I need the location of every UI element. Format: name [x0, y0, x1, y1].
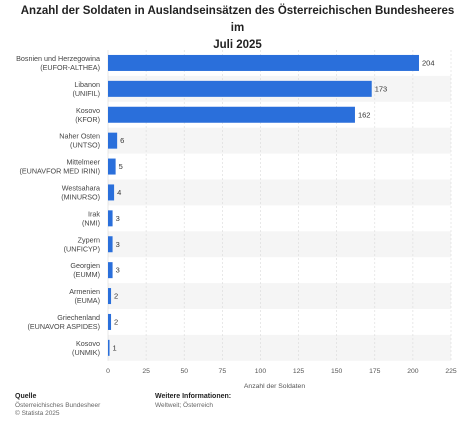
x-tick-label: 25 [142, 368, 150, 375]
source-block: Quelle Österreichisches Bundesheer © Sta… [15, 393, 100, 419]
category-label: Griechenland [57, 313, 100, 322]
x-tick-label: 50 [180, 368, 188, 375]
category-label: (EUNAVFOR MED IRINI) [19, 167, 100, 176]
x-tick-label: 200 [407, 368, 419, 375]
data-label: 173 [375, 84, 388, 93]
info-line-1: Weltweit; Österreich [155, 401, 214, 409]
category-label: (EUFOR-ALTHEA) [40, 63, 100, 72]
chart-title-line-2: Juli 2025 [213, 39, 262, 51]
category-label: Bosnien und Herzegowina [16, 54, 100, 63]
data-label: 3 [116, 214, 120, 223]
row-stripe [108, 334, 451, 361]
category-label: (KFOR) [75, 115, 100, 124]
source-line-1: Österreichisches Bundesheer [15, 401, 101, 409]
x-tick-label: 0 [106, 368, 110, 375]
x-tick-label: 150 [331, 368, 343, 375]
x-tick-label: 125 [293, 368, 305, 375]
category-label: (EUNAVOR ASPIDES) [27, 322, 100, 331]
category-label: (UNFICYP) [64, 244, 100, 253]
x-tick-label: 75 [219, 368, 227, 375]
category-label: Zypern [78, 235, 100, 244]
bar [108, 54, 419, 71]
bar [108, 288, 112, 305]
category-label: Libanon [74, 80, 100, 89]
row-stripe [108, 127, 451, 154]
x-tick-label: 100 [255, 368, 267, 375]
bar [108, 236, 113, 253]
data-label: 6 [120, 136, 124, 145]
x-axis-label: Anzahl der Soldaten [244, 383, 305, 390]
data-label: 3 [116, 240, 120, 249]
row-stripe [108, 179, 451, 206]
data-label: 2 [114, 317, 118, 326]
info-label: Weitere Informationen: [155, 393, 232, 400]
data-label: 3 [116, 266, 120, 275]
bar [108, 262, 113, 279]
bar [108, 158, 116, 175]
category-label: Kosovo [76, 106, 100, 115]
category-label: (UNTSO) [70, 141, 100, 150]
x-tick-label: 225 [445, 368, 457, 375]
data-label: 1 [113, 343, 117, 352]
category-label: Kosovo [76, 339, 100, 348]
category-label: Irak [88, 209, 100, 218]
bar [108, 184, 115, 201]
bar [108, 80, 372, 97]
category-label: (MINURSO) [61, 192, 100, 201]
data-label: 162 [358, 110, 371, 119]
data-label: 2 [114, 292, 118, 301]
bar [108, 106, 355, 123]
chart-title-line-1: Anzahl der Soldaten in Auslandseinsätzen… [20, 5, 455, 34]
category-label: (UNMIK) [72, 348, 100, 357]
category-label: (EUMM) [73, 270, 100, 279]
category-label: (NMI) [82, 218, 100, 227]
category-label: Armenien [69, 287, 100, 296]
info-block: Weitere Informationen: Weltweit; Österre… [155, 393, 231, 410]
category-label: Georgien [70, 261, 100, 270]
category-label: (UNIFIL) [72, 89, 100, 98]
data-label: 5 [119, 162, 123, 171]
chart-title: Anzahl der Soldaten in Auslandseinsätzen… [20, 3, 455, 54]
x-tick-label: 175 [369, 368, 381, 375]
category-label: Mittelmeer [66, 158, 100, 167]
source-label: Quelle [15, 393, 37, 400]
bar [108, 210, 113, 227]
row-stripe [108, 231, 451, 258]
bar [108, 339, 110, 356]
bar [108, 313, 112, 330]
data-label: 204 [422, 58, 435, 67]
row-stripe [108, 283, 451, 309]
source-line-2: © Statista 2025 [15, 410, 60, 417]
category-label: Naher Osten [59, 132, 100, 141]
category-label: (EUMA) [74, 296, 100, 305]
bar [108, 132, 118, 149]
category-label: Westsahara [62, 183, 100, 192]
data-label: 4 [117, 188, 121, 197]
